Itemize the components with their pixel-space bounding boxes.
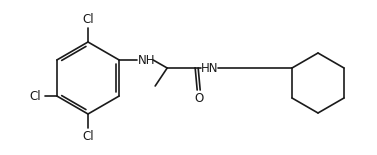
Text: Cl: Cl (82, 13, 94, 26)
Text: HN: HN (201, 62, 219, 75)
Text: Cl: Cl (29, 89, 41, 102)
Text: Cl: Cl (82, 130, 94, 143)
Text: NH: NH (138, 53, 156, 66)
Text: O: O (194, 92, 203, 105)
